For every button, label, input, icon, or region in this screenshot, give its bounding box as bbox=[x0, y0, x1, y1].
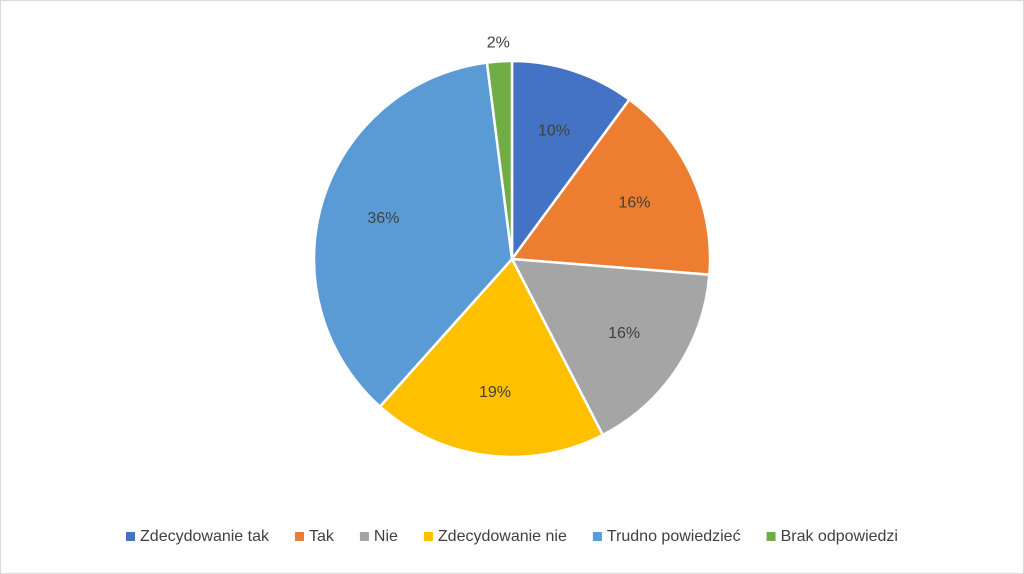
legend-label: Brak odpowiedzi bbox=[781, 528, 898, 545]
data-label: 19% bbox=[479, 384, 511, 401]
data-label: 36% bbox=[367, 210, 399, 227]
legend-label: Trudno powiedzieć bbox=[607, 528, 741, 545]
data-label: 2% bbox=[487, 35, 510, 52]
pie-slice bbox=[509, 97, 712, 277]
legend-label: Zdecydowanie nie bbox=[438, 528, 567, 545]
legend-label: Zdecydowanie tak bbox=[140, 528, 270, 545]
legend-marker bbox=[359, 532, 369, 541]
data-label: 16% bbox=[618, 194, 650, 211]
legend-marker bbox=[423, 532, 433, 541]
legend-marker bbox=[766, 532, 776, 541]
data-label: 10% bbox=[538, 122, 570, 139]
legend-marker bbox=[592, 532, 602, 541]
data-label: 16% bbox=[608, 325, 640, 342]
pie-slice bbox=[510, 59, 632, 263]
pie-slice bbox=[312, 61, 514, 409]
legend-label: Tak bbox=[309, 528, 335, 545]
pie-slice bbox=[378, 256, 605, 459]
legend-marker bbox=[126, 532, 136, 541]
pie-slice bbox=[509, 257, 711, 437]
pie-slice bbox=[485, 59, 514, 260]
legend-marker bbox=[294, 532, 304, 541]
legend-label: Nie bbox=[374, 528, 398, 545]
